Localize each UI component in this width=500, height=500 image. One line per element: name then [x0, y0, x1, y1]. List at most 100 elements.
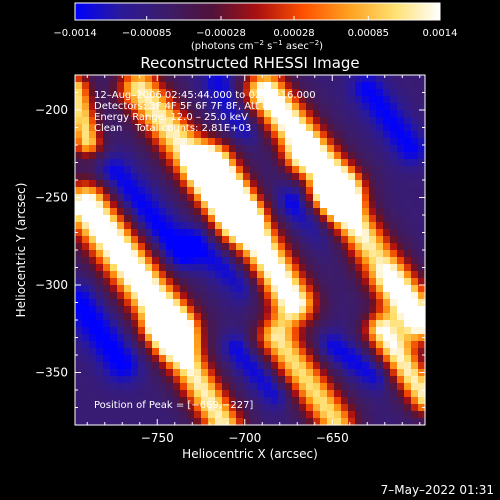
heatmap-cell: [194, 404, 202, 412]
heatmap-cell: [271, 173, 279, 181]
heatmap-cell: [103, 327, 111, 335]
heatmap-cell: [404, 117, 412, 125]
heatmap-cell: [229, 75, 237, 83]
heatmap-cell: [82, 124, 90, 132]
heatmap-cell: [271, 327, 279, 335]
heatmap-cell: [131, 243, 139, 251]
heatmap-cell: [201, 306, 209, 314]
heatmap-cell: [411, 187, 419, 195]
heatmap-cell: [180, 159, 188, 167]
heatmap-cell: [222, 341, 230, 349]
heatmap-cell: [215, 362, 223, 370]
heatmap-cell: [131, 327, 139, 335]
heatmap-cell: [152, 355, 160, 363]
heatmap-cell: [334, 131, 342, 139]
heatmap-cell: [229, 117, 237, 125]
heatmap-cell: [75, 264, 83, 272]
heatmap-cell: [243, 355, 251, 363]
heatmap-cell: [362, 96, 370, 104]
heatmap-cell: [418, 117, 426, 125]
heatmap-cell: [159, 222, 167, 230]
heatmap-cell: [306, 222, 314, 230]
heatmap-cell: [117, 222, 125, 230]
heatmap-cell: [383, 187, 391, 195]
heatmap-cell: [271, 138, 279, 146]
heatmap-cell: [131, 264, 139, 272]
heatmap-cell: [320, 229, 328, 237]
heatmap-cell: [82, 418, 90, 426]
heatmap-cell: [82, 348, 90, 356]
heatmap-cell: [355, 292, 363, 300]
heatmap-cell: [222, 404, 230, 412]
heatmap-cell: [299, 411, 307, 419]
heatmap-cell: [117, 257, 125, 265]
heatmap-cell: [285, 418, 293, 426]
heatmap-cell: [201, 264, 209, 272]
heatmap-cell: [75, 152, 83, 160]
heatmap-cell: [152, 271, 160, 279]
heatmap-cell: [152, 327, 160, 335]
heatmap-cell: [327, 194, 335, 202]
heatmap-cell: [250, 110, 258, 118]
heatmap-cell: [145, 341, 153, 349]
heatmap-cell: [187, 278, 195, 286]
heatmap-cell: [278, 159, 286, 167]
heatmap-cell: [376, 264, 384, 272]
heatmap-cell: [292, 411, 300, 419]
heatmap-cell: [355, 348, 363, 356]
heatmap-cell: [82, 82, 90, 90]
heatmap-cell: [271, 124, 279, 132]
heatmap-cell: [383, 327, 391, 335]
heatmap-cell: [376, 278, 384, 286]
heatmap-cell: [131, 194, 139, 202]
heatmap-cell: [418, 257, 426, 265]
heatmap-cell: [285, 103, 293, 111]
heatmap-cell: [82, 278, 90, 286]
heatmap-cell: [250, 117, 258, 125]
heatmap-cell: [390, 75, 398, 83]
heatmap-cell: [117, 320, 125, 328]
heatmap-cell: [334, 327, 342, 335]
heatmap-cell: [264, 152, 272, 160]
heatmap-cell: [117, 264, 125, 272]
heatmap-cell: [82, 208, 90, 216]
heatmap-cell: [313, 355, 321, 363]
heatmap-cell: [131, 397, 139, 405]
heatmap-cell: [299, 75, 307, 83]
heatmap-cell: [362, 257, 370, 265]
heatmap-cell: [159, 341, 167, 349]
heatmap-cell: [355, 138, 363, 146]
heatmap-cell: [355, 229, 363, 237]
heatmap-cell: [320, 201, 328, 209]
heatmap-cell: [82, 362, 90, 370]
heatmap-cell: [222, 362, 230, 370]
heatmap-cell: [159, 173, 167, 181]
heatmap-cell: [82, 257, 90, 265]
heatmap-cell: [229, 418, 237, 426]
heatmap-cell: [229, 411, 237, 419]
heatmap-cell: [257, 271, 265, 279]
heatmap-cell: [341, 208, 349, 216]
heatmap-cell: [138, 173, 146, 181]
heatmap-cell: [145, 194, 153, 202]
heatmap-cell: [152, 418, 160, 426]
heatmap-cell: [82, 327, 90, 335]
heatmap-cell: [236, 285, 244, 293]
heatmap-cell: [362, 313, 370, 321]
heatmap-cell: [362, 229, 370, 237]
heatmap-cell: [138, 369, 146, 377]
heatmap-cell: [96, 82, 104, 90]
heatmap-cell: [201, 362, 209, 370]
heatmap-cell: [390, 404, 398, 412]
heatmap-cell: [292, 187, 300, 195]
heatmap-cell: [390, 327, 398, 335]
heatmap-cell: [404, 250, 412, 258]
heatmap-cell: [152, 166, 160, 174]
heatmap-cell: [152, 131, 160, 139]
heatmap-cell: [138, 187, 146, 195]
heatmap-cell: [292, 404, 300, 412]
heatmap-cell: [180, 327, 188, 335]
heatmap-cell: [159, 159, 167, 167]
heatmap-cell: [82, 299, 90, 307]
